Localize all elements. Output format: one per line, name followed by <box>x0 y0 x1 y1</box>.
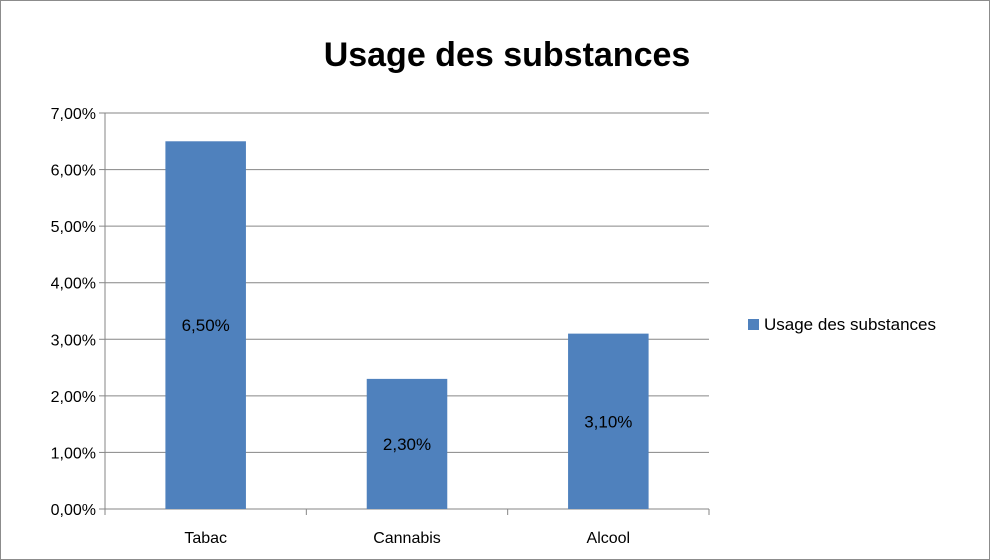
data-label: 2,30% <box>383 435 431 454</box>
data-label: 6,50% <box>182 316 230 335</box>
x-category-label: Tabac <box>184 530 227 547</box>
legend: Usage des substances <box>748 315 936 334</box>
chart-title: Usage des substances <box>324 36 691 74</box>
legend-label: Usage des substances <box>764 315 936 334</box>
bars: 6,50% 2,30% 3,10% <box>165 141 649 510</box>
data-label: 3,10% <box>584 412 632 431</box>
y-tick-label: 5,00% <box>51 219 96 236</box>
y-tick-label: 4,00% <box>51 276 96 293</box>
bar-tabac <box>165 141 246 510</box>
x-category-label: Cannabis <box>373 530 441 547</box>
y-tick-label: 7,00% <box>51 106 96 123</box>
x-category-label: Alcool <box>587 530 631 547</box>
y-tick-label: 3,00% <box>51 332 96 349</box>
legend-swatch <box>748 319 759 330</box>
bar-cannabis <box>366 378 448 509</box>
y-tick-label: 6,00% <box>51 163 96 180</box>
y-tick-label: 0,00% <box>51 502 96 519</box>
bar-alcool <box>568 333 649 509</box>
y-tick-label: 1,00% <box>51 445 96 462</box>
y-tick-label: 2,00% <box>51 389 96 406</box>
axes: 0,00% 1,00% 2,00% 3,00% 4,00% 5,00% 6,00% 7,00%… <box>51 106 710 547</box>
